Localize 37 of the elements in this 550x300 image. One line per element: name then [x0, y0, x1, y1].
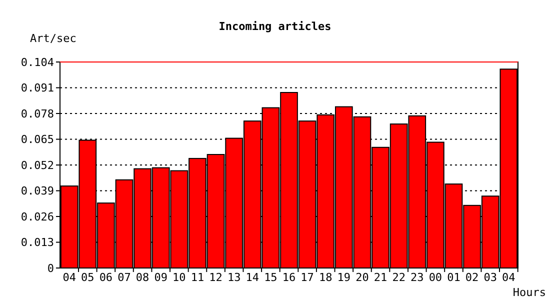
- y-tick-label: 0: [47, 262, 54, 275]
- y-tick-label: 0.065: [20, 133, 54, 146]
- x-tick-label: 06: [99, 271, 113, 284]
- x-tick-label: 01: [447, 271, 460, 284]
- y-axis-title: Art/sec: [30, 32, 76, 45]
- y-tick-label: 0.026: [20, 210, 54, 224]
- x-tick-label: 10: [172, 271, 186, 284]
- x-tick-label: 04: [62, 271, 76, 284]
- y-tick-label: 0.013: [20, 236, 54, 250]
- x-tick-label: 07: [118, 271, 131, 284]
- x-tick-label: 22: [392, 271, 406, 284]
- x-tick-label: 03: [484, 271, 497, 284]
- x-tick-label: 09: [154, 271, 168, 284]
- chart-title: Incoming articles: [218, 20, 332, 33]
- x-tick-label: 02: [465, 271, 479, 284]
- y-tick-label: 0.052: [20, 158, 54, 172]
- x-tick-label: 00: [428, 271, 442, 284]
- x-axis-title: Hours: [512, 286, 546, 299]
- x-tick-label: 16: [282, 271, 296, 284]
- x-tick-label: 04: [502, 271, 516, 284]
- x-tick-label: 11: [190, 271, 204, 284]
- x-tick-label: 15: [264, 271, 278, 284]
- x-tick-label: 21: [374, 271, 388, 284]
- x-tick-label: 23: [410, 271, 424, 284]
- y-tick-label: 0.039: [20, 184, 54, 198]
- y-tick-label: 0.091: [20, 82, 54, 95]
- x-tick-label: 19: [337, 271, 351, 284]
- x-tick-label: 20: [356, 271, 369, 284]
- x-tick-label: 17: [300, 271, 314, 284]
- x-tick-label: 08: [136, 271, 150, 284]
- x-tick-label: 13: [227, 271, 241, 284]
- x-tick-label: 14: [246, 271, 260, 284]
- x-tick-label: 18: [318, 271, 332, 284]
- y-tick-label: 0.104: [20, 56, 54, 69]
- x-tick-label: 05: [81, 271, 94, 284]
- x-tick-label: 12: [209, 271, 222, 284]
- y-tick-label: 0.078: [20, 107, 54, 120]
